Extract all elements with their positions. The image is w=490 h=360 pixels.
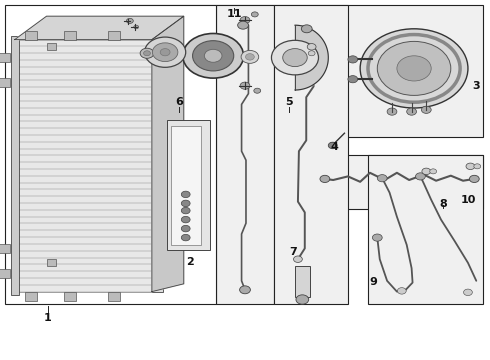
Circle shape — [377, 41, 451, 95]
Text: 8: 8 — [440, 199, 447, 210]
Bar — [108, 31, 120, 40]
Circle shape — [181, 207, 190, 214]
Circle shape — [397, 288, 406, 294]
Circle shape — [348, 76, 358, 83]
Bar — [343, 5, 483, 137]
Text: 2: 2 — [186, 257, 194, 267]
Polygon shape — [295, 25, 328, 90]
Bar — [167, 120, 210, 250]
Circle shape — [145, 37, 186, 67]
Bar — [238, 5, 343, 106]
Text: 5: 5 — [285, 96, 293, 107]
Circle shape — [193, 41, 234, 71]
Circle shape — [126, 18, 133, 23]
Circle shape — [422, 168, 431, 175]
Text: 9: 9 — [369, 276, 377, 287]
Bar — [0, 78, 10, 87]
Bar — [152, 40, 163, 292]
Bar — [274, 5, 348, 304]
Circle shape — [372, 234, 382, 241]
Text: 7: 7 — [289, 247, 297, 257]
Circle shape — [296, 295, 309, 304]
Circle shape — [308, 51, 315, 56]
Circle shape — [307, 44, 316, 50]
Bar — [164, 115, 211, 254]
Bar — [64, 31, 76, 40]
Circle shape — [397, 56, 431, 81]
Bar — [24, 292, 37, 301]
Circle shape — [466, 163, 475, 170]
Circle shape — [204, 49, 222, 62]
Circle shape — [421, 106, 431, 113]
Bar — [108, 292, 120, 301]
Text: 4: 4 — [330, 142, 338, 152]
Bar — [318, 155, 483, 209]
Circle shape — [387, 108, 397, 115]
Bar — [0, 53, 10, 62]
Circle shape — [183, 33, 244, 78]
Bar — [368, 155, 483, 304]
Circle shape — [328, 142, 337, 149]
Circle shape — [416, 173, 425, 180]
Circle shape — [301, 25, 312, 33]
Circle shape — [240, 82, 250, 89]
Circle shape — [140, 48, 154, 58]
Circle shape — [181, 216, 190, 223]
Text: 11: 11 — [226, 9, 242, 19]
Circle shape — [283, 49, 307, 67]
Circle shape — [271, 40, 318, 75]
Circle shape — [348, 56, 358, 63]
Bar — [5, 5, 216, 304]
Bar — [15, 40, 152, 292]
Circle shape — [241, 50, 259, 63]
Circle shape — [181, 200, 190, 207]
Bar — [216, 5, 274, 304]
Circle shape — [240, 286, 250, 294]
Bar — [47, 259, 56, 266]
Text: 6: 6 — [175, 96, 183, 107]
Circle shape — [464, 289, 472, 296]
Circle shape — [251, 12, 258, 17]
Circle shape — [144, 51, 150, 56]
Polygon shape — [152, 16, 184, 292]
Text: 10: 10 — [460, 195, 476, 205]
Text: 1: 1 — [44, 312, 52, 323]
Polygon shape — [15, 16, 184, 40]
Circle shape — [360, 29, 468, 108]
Circle shape — [134, 25, 139, 29]
Bar — [47, 43, 56, 50]
Bar — [120, 5, 238, 106]
Circle shape — [320, 175, 330, 183]
Circle shape — [430, 169, 437, 174]
Bar — [295, 266, 310, 297]
Bar — [171, 126, 201, 245]
Bar — [24, 31, 37, 40]
Circle shape — [294, 256, 302, 262]
Text: 3: 3 — [472, 81, 480, 91]
Circle shape — [245, 54, 254, 60]
Circle shape — [407, 108, 416, 115]
Circle shape — [474, 164, 481, 169]
Circle shape — [181, 225, 190, 232]
Circle shape — [152, 43, 178, 62]
Bar — [11, 36, 19, 295]
Circle shape — [240, 17, 250, 24]
Bar — [0, 244, 10, 253]
Circle shape — [181, 234, 190, 241]
Circle shape — [160, 49, 170, 56]
Circle shape — [238, 21, 248, 29]
Circle shape — [377, 175, 387, 182]
Circle shape — [254, 88, 261, 93]
Circle shape — [469, 175, 479, 183]
Circle shape — [181, 191, 190, 198]
Bar — [0, 269, 10, 278]
Bar — [64, 292, 76, 301]
